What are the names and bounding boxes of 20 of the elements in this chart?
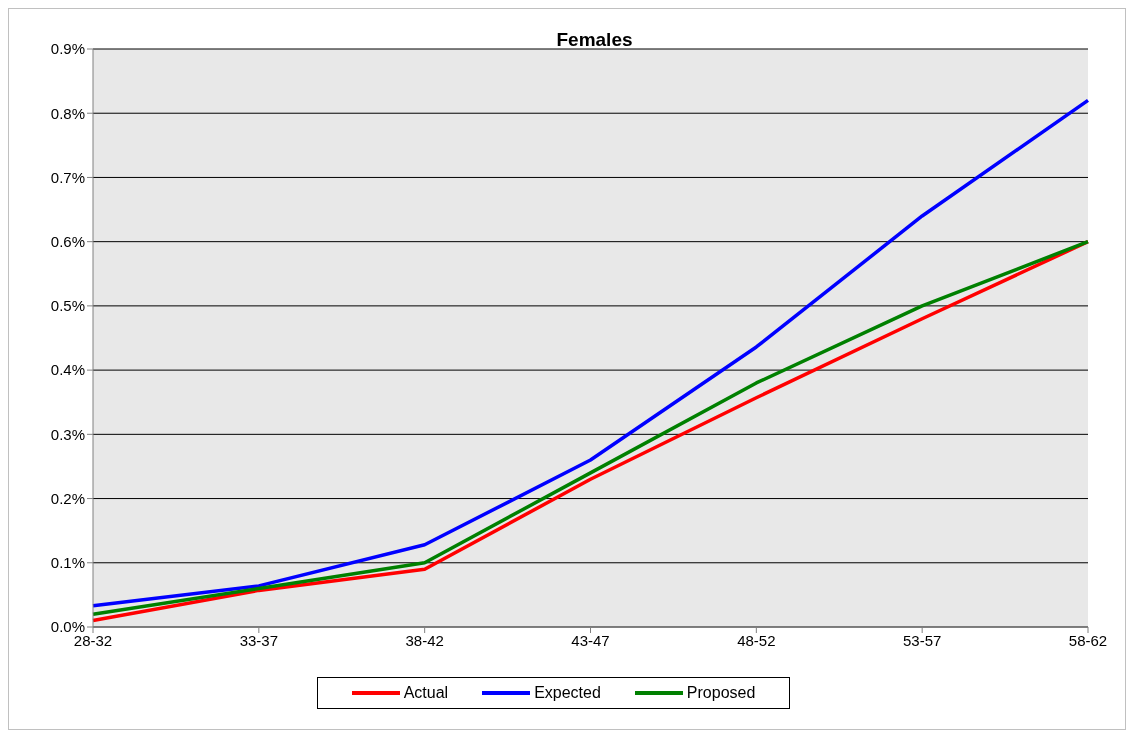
y-tick-label: 0.6%: [50, 232, 85, 250]
y-tick-label: 0.8%: [50, 104, 85, 122]
y-tick-label: 0.9%: [50, 40, 85, 58]
y-tick-label: 0.7%: [50, 168, 85, 186]
y-tick-label: 0.3%: [50, 425, 85, 443]
x-tick-label: 33-37: [239, 631, 279, 649]
x-tick-label: 48-52: [737, 631, 776, 649]
x-tick-label: 43-47: [571, 631, 610, 649]
y-tick-label: 0.5%: [50, 297, 85, 315]
x-tick-label: 53-57: [902, 631, 942, 649]
x-tick-label: 38-42: [405, 631, 444, 649]
line-series: [91, 98, 1090, 608]
x-tick-label: 58-62: [1068, 631, 1108, 649]
legend-label: Expected: [533, 684, 601, 702]
legend-label: Actual: [402, 684, 449, 702]
y-tick-label: 0.2%: [50, 489, 85, 507]
chart-title: Females: [555, 29, 634, 51]
legend-label: Proposed: [685, 684, 756, 702]
y-tick-label: 0.1%: [50, 554, 85, 572]
y-tick-label: 0.4%: [50, 361, 85, 379]
